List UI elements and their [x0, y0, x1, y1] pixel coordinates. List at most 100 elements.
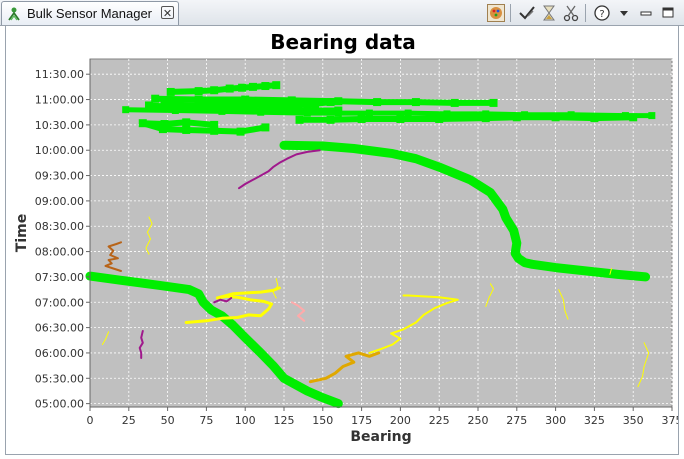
- close-icon[interactable]: ✕: [161, 6, 174, 20]
- series-point[interactable]: [435, 114, 444, 123]
- series-point[interactable]: [160, 120, 169, 129]
- y-tick-label: 09:00.00: [35, 195, 84, 208]
- y-axis-label: Time: [14, 214, 30, 252]
- palette-icon[interactable]: [486, 3, 506, 23]
- series-point[interactable]: [218, 107, 226, 115]
- series-point[interactable]: [482, 110, 490, 118]
- series-point[interactable]: [171, 107, 179, 115]
- series-point[interactable]: [648, 112, 656, 120]
- maximize-icon[interactable]: [658, 3, 678, 23]
- series-point[interactable]: [590, 114, 599, 123]
- series-line-12[interactable]: [308, 351, 381, 384]
- series-point[interactable]: [365, 109, 373, 117]
- series-point[interactable]: [272, 81, 281, 90]
- series-point[interactable]: [450, 98, 459, 107]
- series-point[interactable]: [326, 115, 335, 124]
- y-tick-label: 08:00.00: [35, 246, 84, 259]
- series-line-10[interactable]: [184, 286, 281, 324]
- tab-bulk-sensor-manager[interactable]: Bulk Sensor Manager ✕: [1, 1, 179, 25]
- series-point[interactable]: [396, 114, 405, 123]
- series-line-18[interactable]: [145, 216, 153, 255]
- series-point[interactable]: [138, 119, 147, 128]
- series-line-11[interactable]: [368, 294, 459, 354]
- series-point[interactable]: [551, 113, 560, 122]
- series-point[interactable]: [357, 114, 366, 123]
- series-point[interactable]: [567, 111, 575, 119]
- series-point[interactable]: [202, 101, 211, 110]
- series-point[interactable]: [144, 101, 153, 110]
- series-point[interactable]: [158, 125, 167, 134]
- y-tick-label: 11:30.00: [35, 68, 84, 81]
- series-point[interactable]: [261, 123, 270, 132]
- series-point[interactable]: [210, 86, 219, 95]
- axes: 0 25 50 75 100 125 150 175 200 225 250 275 300 325 350…: [35, 59, 678, 427]
- series-point[interactable]: [295, 115, 304, 124]
- series-point[interactable]: [334, 97, 343, 106]
- x-tick-label: 350: [623, 414, 644, 427]
- series-line-14[interactable]: [138, 330, 144, 359]
- series-point[interactable]: [241, 95, 250, 104]
- series-point[interactable]: [326, 98, 335, 107]
- series-point[interactable]: [404, 109, 412, 117]
- series-point[interactable]: [238, 83, 247, 92]
- series-point[interactable]: [151, 94, 160, 103]
- series-point[interactable]: [194, 95, 203, 104]
- series-point[interactable]: [512, 113, 521, 122]
- chart-panel: Bearing data 0 25 50 75 100 125 150 175 200 225 25…: [5, 26, 679, 455]
- series-line-4[interactable]: [296, 114, 637, 123]
- y-tick-label: 07:00.00: [35, 296, 84, 309]
- x-tick-label: 50: [161, 414, 175, 427]
- hourglass-icon[interactable]: [539, 3, 559, 23]
- series-point[interactable]: [521, 111, 529, 119]
- series-line-17[interactable]: [290, 301, 306, 322]
- series-line-6[interactable]: [123, 107, 655, 119]
- series-line-2[interactable]: [279, 140, 651, 282]
- check-edit-icon[interactable]: [517, 3, 537, 23]
- series-point[interactable]: [225, 84, 234, 93]
- toolbar-separator: [585, 4, 586, 22]
- series-point[interactable]: [225, 104, 234, 113]
- view-menu-icon[interactable]: [614, 3, 634, 23]
- series-point[interactable]: [122, 106, 130, 114]
- help-icon[interactable]: ?: [592, 3, 612, 23]
- y-tick-label: 10:30.00: [35, 119, 84, 132]
- series-line-13[interactable]: [238, 149, 321, 190]
- series-line-23[interactable]: [637, 342, 650, 388]
- series-point[interactable]: [194, 87, 203, 96]
- series-point[interactable]: [210, 120, 219, 129]
- series-line-1[interactable]: [85, 271, 343, 409]
- series-point[interactable]: [621, 112, 629, 120]
- series-point[interactable]: [287, 96, 296, 105]
- svg-text:?: ?: [599, 9, 604, 20]
- series-line-21[interactable]: [485, 283, 494, 307]
- series-point[interactable]: [241, 99, 250, 108]
- series-line-15[interactable]: [213, 297, 233, 304]
- series-point[interactable]: [280, 101, 288, 110]
- series-point[interactable]: [182, 125, 191, 134]
- series-point[interactable]: [334, 109, 342, 117]
- series-point[interactable]: [443, 110, 451, 118]
- series-point[interactable]: [236, 127, 245, 136]
- x-tick-label: 25: [122, 414, 136, 427]
- series-point[interactable]: [248, 82, 257, 91]
- series-point[interactable]: [261, 82, 270, 91]
- series-point[interactable]: [182, 118, 191, 127]
- series-point[interactable]: [373, 98, 382, 107]
- series-line-24[interactable]: [609, 268, 612, 275]
- scissors-icon[interactable]: [561, 3, 581, 23]
- series-line-19[interactable]: [272, 278, 279, 299]
- series-line-20[interactable]: [101, 331, 110, 345]
- series-point[interactable]: [303, 109, 311, 117]
- series-point[interactable]: [257, 108, 265, 116]
- series-point[interactable]: [489, 98, 498, 107]
- minimize-icon[interactable]: [636, 3, 656, 23]
- series-point[interactable]: [160, 100, 169, 109]
- series-point[interactable]: [166, 87, 175, 96]
- series-line-16[interactable]: [104, 241, 122, 272]
- y-tick-label: 05:30.00: [35, 372, 84, 385]
- series-line-22[interactable]: [558, 289, 569, 320]
- series-point[interactable]: [411, 98, 420, 107]
- series-point[interactable]: [311, 99, 320, 108]
- series-point[interactable]: [481, 114, 490, 123]
- series-point[interactable]: [210, 126, 219, 135]
